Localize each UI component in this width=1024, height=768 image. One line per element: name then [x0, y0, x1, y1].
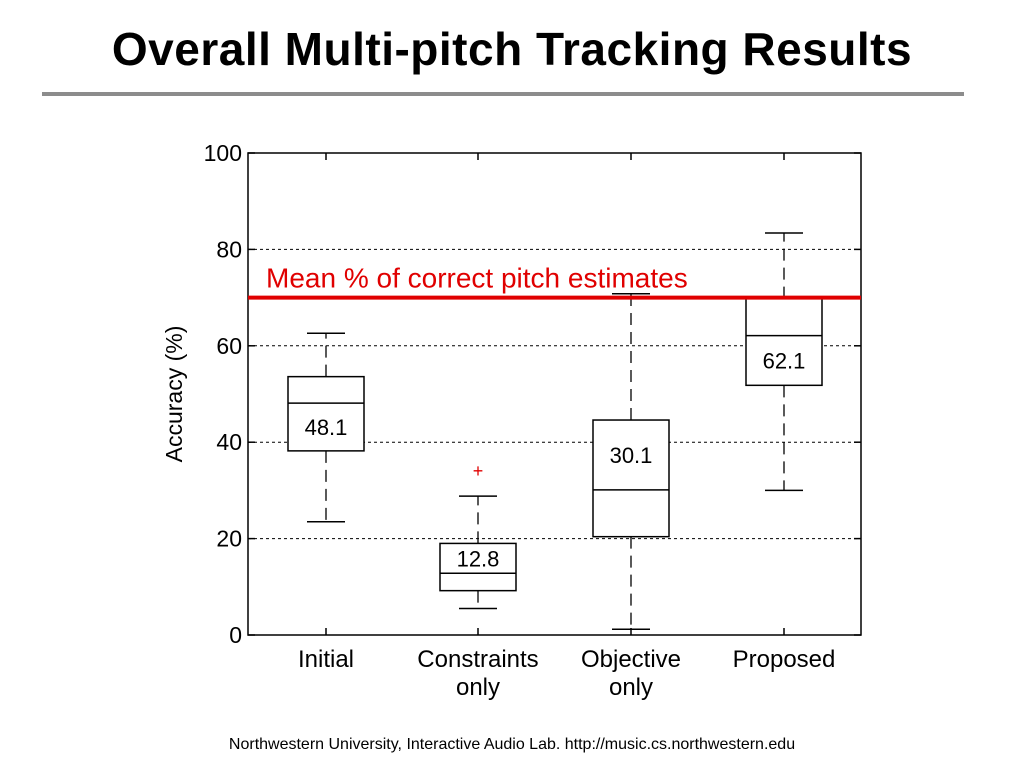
box-3-median-value: 30.1: [610, 443, 653, 468]
category-label-4-line-1: Proposed: [733, 646, 836, 673]
box-3-iqr-box: [592, 419, 670, 538]
title-divider: [42, 92, 964, 96]
footer-credit: Northwestern University, Interactive Aud…: [228, 736, 796, 753]
category-label-2-line-2: only: [456, 674, 500, 701]
plot-frame: [247, 152, 862, 636]
box-1-median-value: 48.1: [305, 415, 348, 440]
y-tick-label-0: 0: [229, 622, 242, 648]
box-2-outlier-1: +: [473, 461, 484, 481]
box-2-iqr-box: [439, 542, 517, 592]
y-tick-label-60: 60: [216, 333, 242, 359]
category-label-3-line-1: Objective: [581, 646, 681, 673]
y-tick-label-80: 80: [216, 236, 242, 262]
box-2-median-value: 12.8: [457, 546, 500, 571]
y-tick-label-40: 40: [216, 429, 242, 455]
category-label-2-line-1: Constraints: [417, 646, 538, 673]
category-label-3-line-2: only: [609, 674, 653, 701]
category-label-1-line-1: Initial: [298, 646, 354, 673]
box-4-median-value: 62.1: [763, 349, 806, 374]
slide-title: Overall Multi-pitch Tracking Results: [111, 23, 913, 75]
box-1-iqr-box: [287, 375, 365, 452]
mean-reference-label: Mean % of correct pitch estimates: [266, 263, 688, 294]
y-tick-label-20: 20: [216, 526, 242, 552]
y-tick-label-100: 100: [204, 140, 242, 166]
box-plot-chart: 0 20 40 60 80 100 Accuracy (%) 48.1 Initial 12.8 +…: [161, 140, 862, 701]
y-axis-label: Accuracy (%): [161, 326, 187, 463]
